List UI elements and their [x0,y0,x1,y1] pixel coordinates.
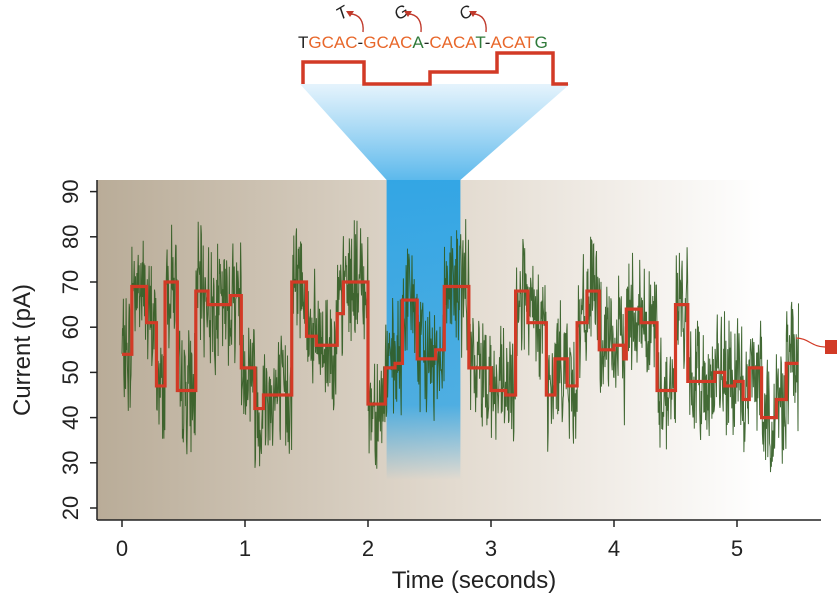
y-tick-label: 80 [58,225,83,249]
y-tick-label: 40 [58,405,83,429]
sequence-base: A [442,33,454,52]
sequence-base: G [535,33,548,52]
raw-current-trace [121,219,799,473]
x-tick-label: 0 [116,536,128,561]
level-series-line [122,280,799,420]
sequence-base: C [429,33,441,52]
sequence-base: - [358,33,364,52]
inset-level-trace [301,51,568,86]
sequence-base: A [389,33,401,52]
sequence-base: T [475,33,485,52]
sequence-base: G [363,33,376,52]
x-tick-label: 2 [362,536,374,561]
output-lead-line [795,337,826,348]
sequence-base: G [308,33,321,52]
arrow-head [469,11,477,17]
raw-trace-line [121,219,799,473]
y-tick-label: 20 [58,496,83,520]
sequence-base: A [412,33,424,52]
sequence-base: A [465,33,477,52]
y-tick-label: 50 [58,360,83,384]
y-axis-title: Current (pA) [9,284,36,416]
sequence-base: T [524,33,534,52]
substitution-arrow [472,13,487,33]
substitution-arrow [407,13,422,33]
sequence-base: A [514,33,526,52]
output-square [825,340,837,354]
x-axis-title: Time (seconds) [392,567,556,594]
y-axis-ticks: 20 30 40 50 60 70 80 90 [58,179,97,520]
y-tick-label: 30 [58,451,83,475]
current-level-steps [122,280,799,420]
sequence-base: - [424,33,430,52]
sequence-base: C [345,33,357,52]
sequence-base: C [400,33,412,52]
sequence-base: A [490,33,502,52]
sequence-base: C [502,33,514,52]
highlight-projection [300,84,570,180]
sequence-base: C [376,33,388,52]
x-tick-label: 1 [239,536,251,561]
sequence-base: - [485,33,491,52]
sequence-base: C [322,33,334,52]
output-marker [795,337,837,354]
y-tick-label: 60 [58,315,83,339]
x-axis-ticks: 0 1 2 3 4 5 [116,520,743,561]
sequence-base: C [453,33,465,52]
arrow-head [346,11,354,17]
sequence-base: A [334,33,346,52]
sequence-base: T [298,33,308,52]
substitution-arrow [349,13,364,33]
x-tick-label: 4 [608,536,620,561]
dna-sequence: TGCAC-GCACA-CACAT-ACATG [298,33,548,52]
y-tick-label: 90 [58,179,83,203]
arrow-head [404,11,412,17]
x-tick-label: 3 [485,536,497,561]
x-tick-label: 5 [731,536,743,561]
y-tick-label: 70 [58,270,83,294]
